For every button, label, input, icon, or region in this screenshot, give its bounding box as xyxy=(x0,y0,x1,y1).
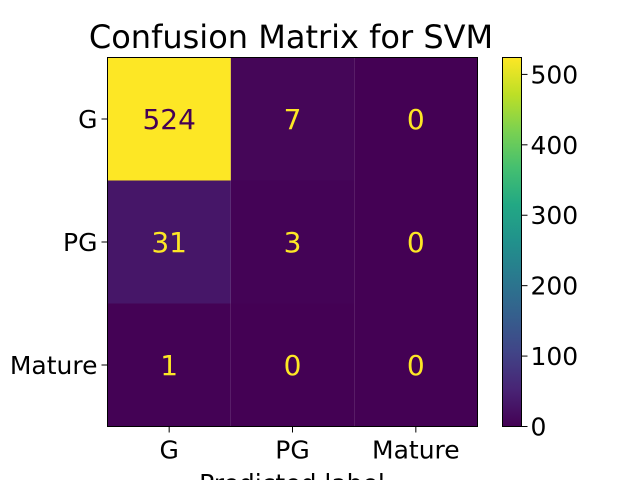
heatmap-cell xyxy=(107,57,231,181)
y-tick-label: PG xyxy=(63,228,97,257)
heatmap-cell xyxy=(354,180,478,304)
colorbar-tick-label: 300 xyxy=(531,201,579,230)
colorbar-tick-label: 0 xyxy=(531,413,547,442)
chart-title: Confusion Matrix for SVM xyxy=(89,18,493,56)
cell-value-label: 1 xyxy=(160,349,178,382)
cell-value-label: 0 xyxy=(284,349,302,382)
cell-value-label: 0 xyxy=(407,103,425,136)
heatmap-cell xyxy=(354,57,478,181)
x-tick-label: PG xyxy=(275,436,309,465)
cell-value-label: 0 xyxy=(407,349,425,382)
heatmap-cell xyxy=(230,303,355,427)
colorbar-tick-label: 500 xyxy=(531,60,579,89)
heatmap-cell xyxy=(230,180,355,304)
colorbar-tick-label: 100 xyxy=(531,342,579,371)
x-tick-label: Mature xyxy=(372,436,460,465)
x-axis-label: Predicted label xyxy=(199,469,385,480)
heatmap-cells: 524 7 0 31 3 0 1 0 0 xyxy=(107,57,478,427)
cell-value-label: 3 xyxy=(284,226,302,259)
colorbar xyxy=(502,57,522,427)
cell-value-label: 524 xyxy=(142,103,195,136)
colorbar-axis: 0 100 200 300 400 500 xyxy=(521,60,579,442)
cell-value-label: 0 xyxy=(407,226,425,259)
cell-value-label: 7 xyxy=(284,103,302,136)
cell-value-label: 31 xyxy=(151,226,187,259)
colorbar-tick-label: 200 xyxy=(531,272,579,301)
y-axis: G PG Mature xyxy=(10,105,108,380)
heatmap-cell xyxy=(107,180,231,304)
colorbar-tick-label: 400 xyxy=(531,131,579,160)
heatmap-cell xyxy=(354,303,478,427)
heatmap-cell xyxy=(107,303,231,427)
x-tick-label: G xyxy=(159,436,178,465)
y-tick-label: G xyxy=(78,105,97,134)
x-axis: G PG Mature xyxy=(159,426,460,465)
y-tick-label: Mature xyxy=(10,351,98,380)
heatmap-cell xyxy=(230,57,355,181)
